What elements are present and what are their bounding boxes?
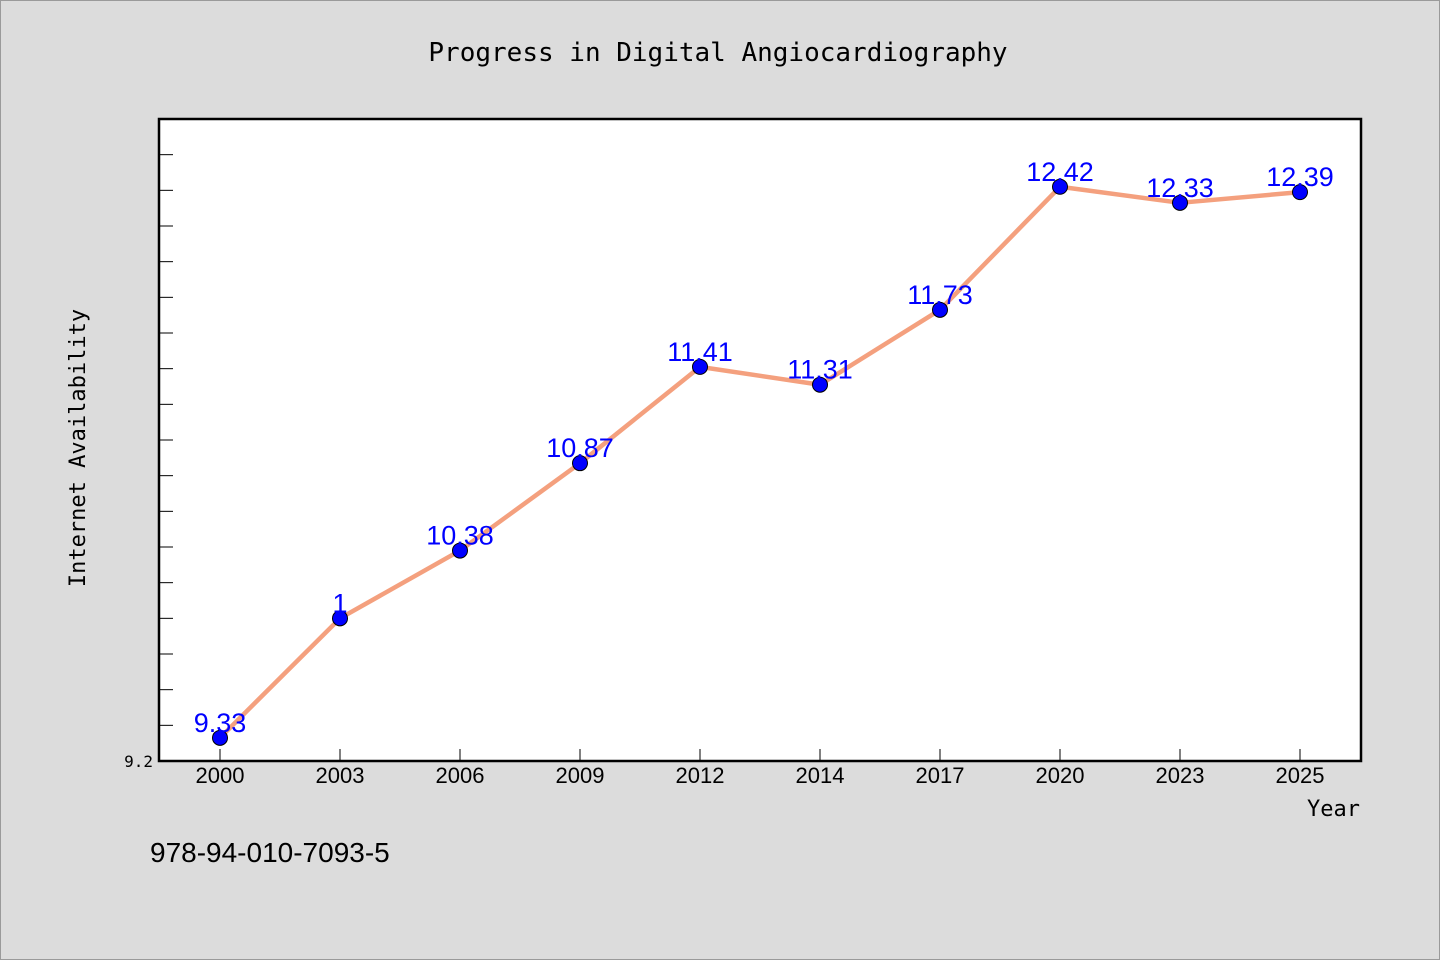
- data-label: 11.73: [907, 280, 973, 310]
- data-point: [1052, 178, 1068, 195]
- data-point: [452, 542, 468, 559]
- data-label: 12.42: [1026, 157, 1094, 187]
- x-tick-label: 2025: [1276, 763, 1325, 788]
- data-point: [572, 455, 588, 472]
- series-layer: 9.33 1 10.38 10.87 11.41 11.31 11.73 12.42 12.33…: [194, 157, 1334, 746]
- data-label: 10.38: [426, 521, 494, 551]
- x-tick-label: 2000: [196, 763, 245, 788]
- data-label: 12.33: [1146, 173, 1214, 203]
- x-tick-label: 2006: [436, 763, 485, 788]
- data-point: [212, 729, 228, 746]
- data-label: 11.41: [667, 337, 733, 367]
- x-tick-label: 2017: [916, 763, 965, 788]
- data-label: 9.33: [194, 708, 247, 738]
- chart-title: Progress in Digital Angiocardiography: [428, 38, 1007, 68]
- data-point: [332, 610, 348, 627]
- data-point: [932, 301, 948, 318]
- y-axis-title: Internet Availability: [66, 309, 91, 587]
- x-tick-label: 2009: [556, 763, 605, 788]
- data-label: 10.87: [546, 433, 614, 463]
- data-point: [812, 376, 828, 393]
- x-tick-label: 2014: [796, 763, 845, 788]
- data-label: 11.31: [787, 355, 853, 385]
- plot-area: [157, 117, 1363, 763]
- x-tick-label: 2012: [676, 763, 725, 788]
- x-tick-label: 2023: [1156, 763, 1205, 788]
- x-tick-label: 2020: [1036, 763, 1085, 788]
- series-line: [217, 184, 1303, 741]
- data-point: [692, 358, 708, 375]
- x-axis-title: Year: [1307, 797, 1360, 822]
- data-point: [1172, 194, 1188, 211]
- data-label: 1: [332, 588, 347, 618]
- x-axis-ticks: 2000 2003 2006 2009 2012 2014 2017 2020 2023 2025: [196, 749, 1325, 788]
- data-label: 12.39: [1266, 162, 1334, 192]
- data-point: [1292, 184, 1308, 201]
- x-tick-label: 2003: [316, 763, 365, 788]
- y-axis-ticks: 9.2: [124, 118, 173, 771]
- y-tick-label: 9.2: [124, 752, 153, 771]
- isbn-footer: 978-94-010-7093-5: [150, 837, 390, 868]
